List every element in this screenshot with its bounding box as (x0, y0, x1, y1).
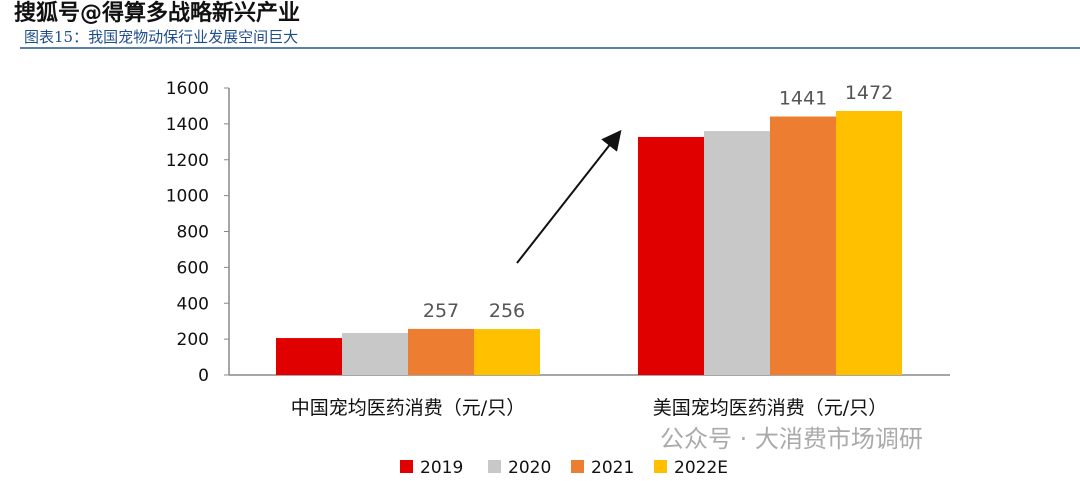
bar-2022E-0 (474, 329, 540, 375)
legend-swatch-2019 (400, 460, 413, 473)
legend-label: 2020 (508, 458, 551, 478)
data-label: 1472 (845, 82, 893, 104)
legend-swatch-2020 (488, 460, 501, 473)
legend-label: 2019 (420, 458, 463, 478)
bar-2021-1 (770, 116, 836, 375)
legend-swatch-2021 (571, 460, 584, 473)
y-tick-label: 1000 (166, 187, 209, 207)
y-tick-label: 400 (177, 294, 209, 314)
data-label: 256 (489, 300, 525, 322)
y-tick-label: 800 (177, 223, 209, 243)
y-tick-label: 1200 (166, 151, 209, 171)
data-label: 257 (423, 300, 459, 322)
bar-2019-1 (638, 136, 704, 375)
y-tick-label: 1600 (166, 79, 209, 99)
bar-2021-0 (408, 328, 474, 375)
bar-2020-1 (704, 131, 770, 375)
bar-2019-0 (276, 338, 342, 375)
x-category-label: 美国宠均医药消费（元/只） (653, 397, 887, 419)
legend-swatch-2022E (654, 460, 667, 473)
bar-2020-0 (342, 333, 408, 375)
title-rule (20, 47, 1080, 49)
x-category-label: 中国宠均医药消费（元/只） (291, 397, 525, 419)
watermark: 搜狐号@得算多战略新兴产业 (14, 1, 301, 26)
y-tick-label: 600 (177, 258, 209, 278)
y-tick-label: 200 (177, 330, 209, 350)
growth-arrow (516, 129, 622, 264)
data-label: 1441 (779, 88, 827, 110)
y-tick-label: 1400 (166, 115, 209, 135)
legend-label: 2022E (674, 458, 728, 478)
watermark-bottom: 公众号 · 大消费市场调研 (660, 425, 923, 453)
chart-title: 图表15：我国宠物动保行业发展空间巨大 (24, 28, 299, 46)
legend-label: 2021 (591, 458, 634, 478)
y-tick-label: 0 (198, 366, 209, 386)
bar-2022E-1 (836, 110, 902, 376)
